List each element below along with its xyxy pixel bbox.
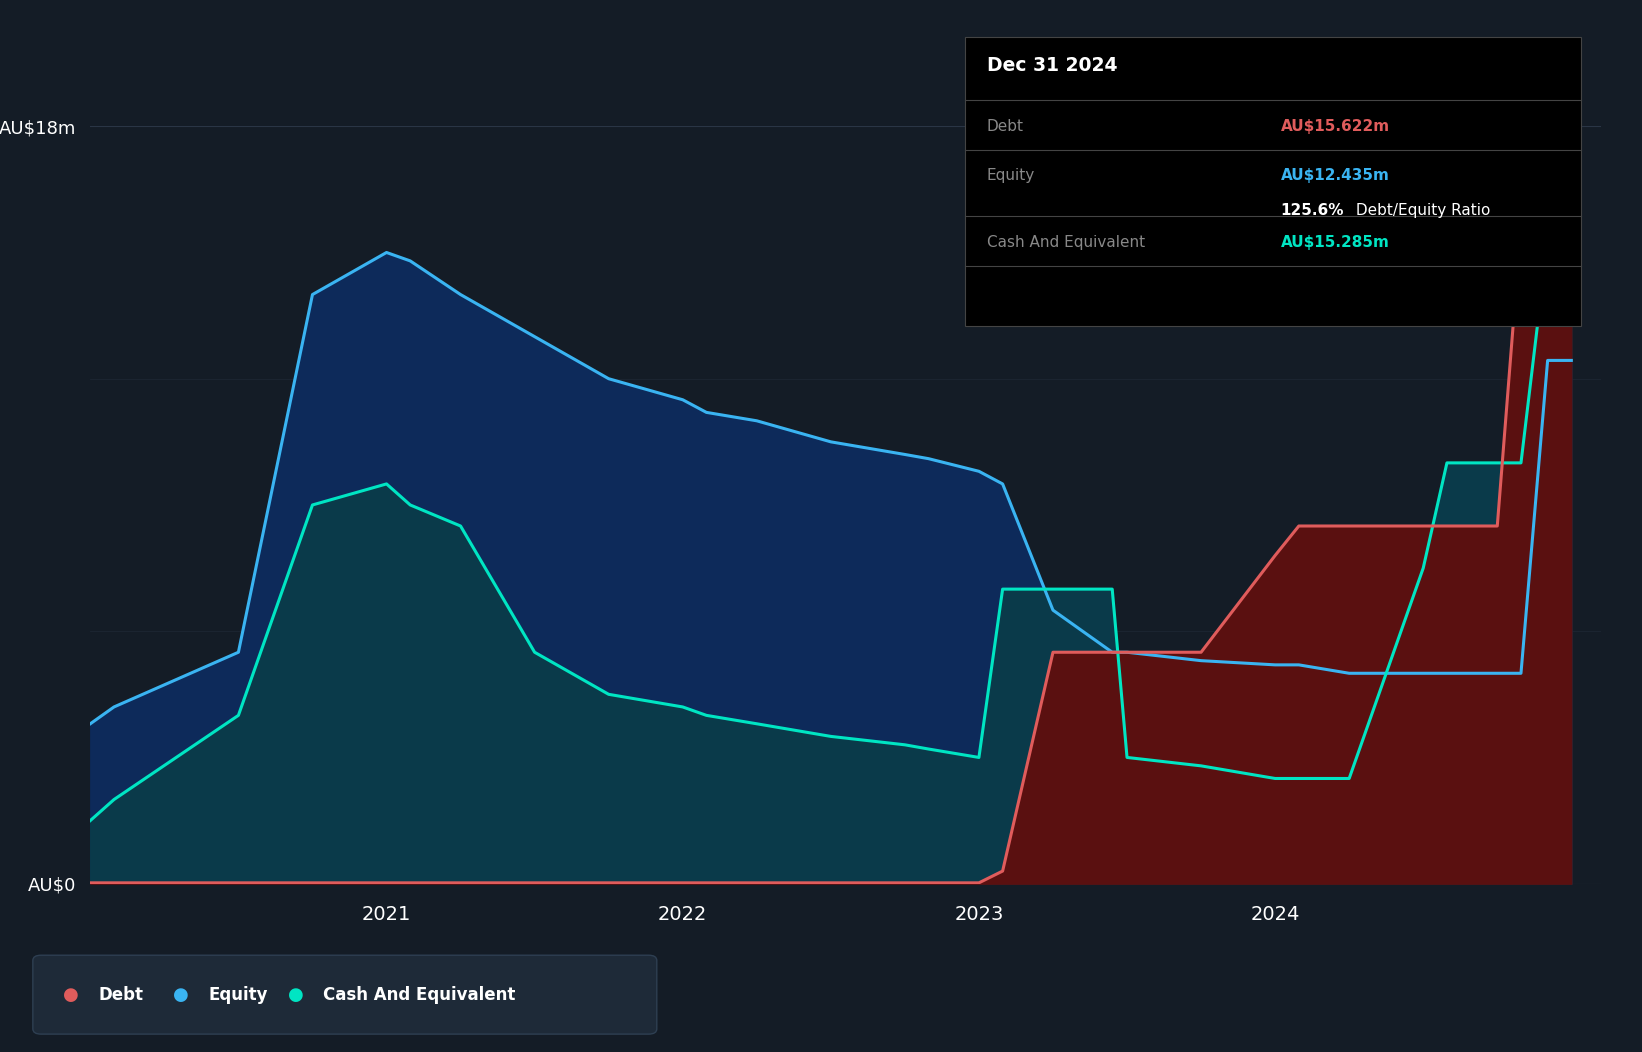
Text: Debt: Debt — [987, 119, 1025, 134]
Text: Debt/Equity Ratio: Debt/Equity Ratio — [1351, 203, 1491, 218]
Text: Equity: Equity — [987, 168, 1034, 183]
Text: Cash And Equivalent: Cash And Equivalent — [987, 235, 1144, 249]
Text: Debt: Debt — [99, 986, 143, 1004]
Text: 125.6%: 125.6% — [1281, 203, 1345, 218]
Text: Cash And Equivalent: Cash And Equivalent — [323, 986, 516, 1004]
Text: AU$15.285m: AU$15.285m — [1281, 235, 1389, 249]
Text: AU$15.622m: AU$15.622m — [1281, 119, 1389, 134]
Text: ●: ● — [62, 986, 79, 1004]
Text: AU$12.435m: AU$12.435m — [1281, 168, 1389, 183]
Text: ●: ● — [287, 986, 304, 1004]
Text: Dec 31 2024: Dec 31 2024 — [987, 56, 1117, 75]
Text: Equity: Equity — [209, 986, 268, 1004]
Text: ●: ● — [172, 986, 189, 1004]
